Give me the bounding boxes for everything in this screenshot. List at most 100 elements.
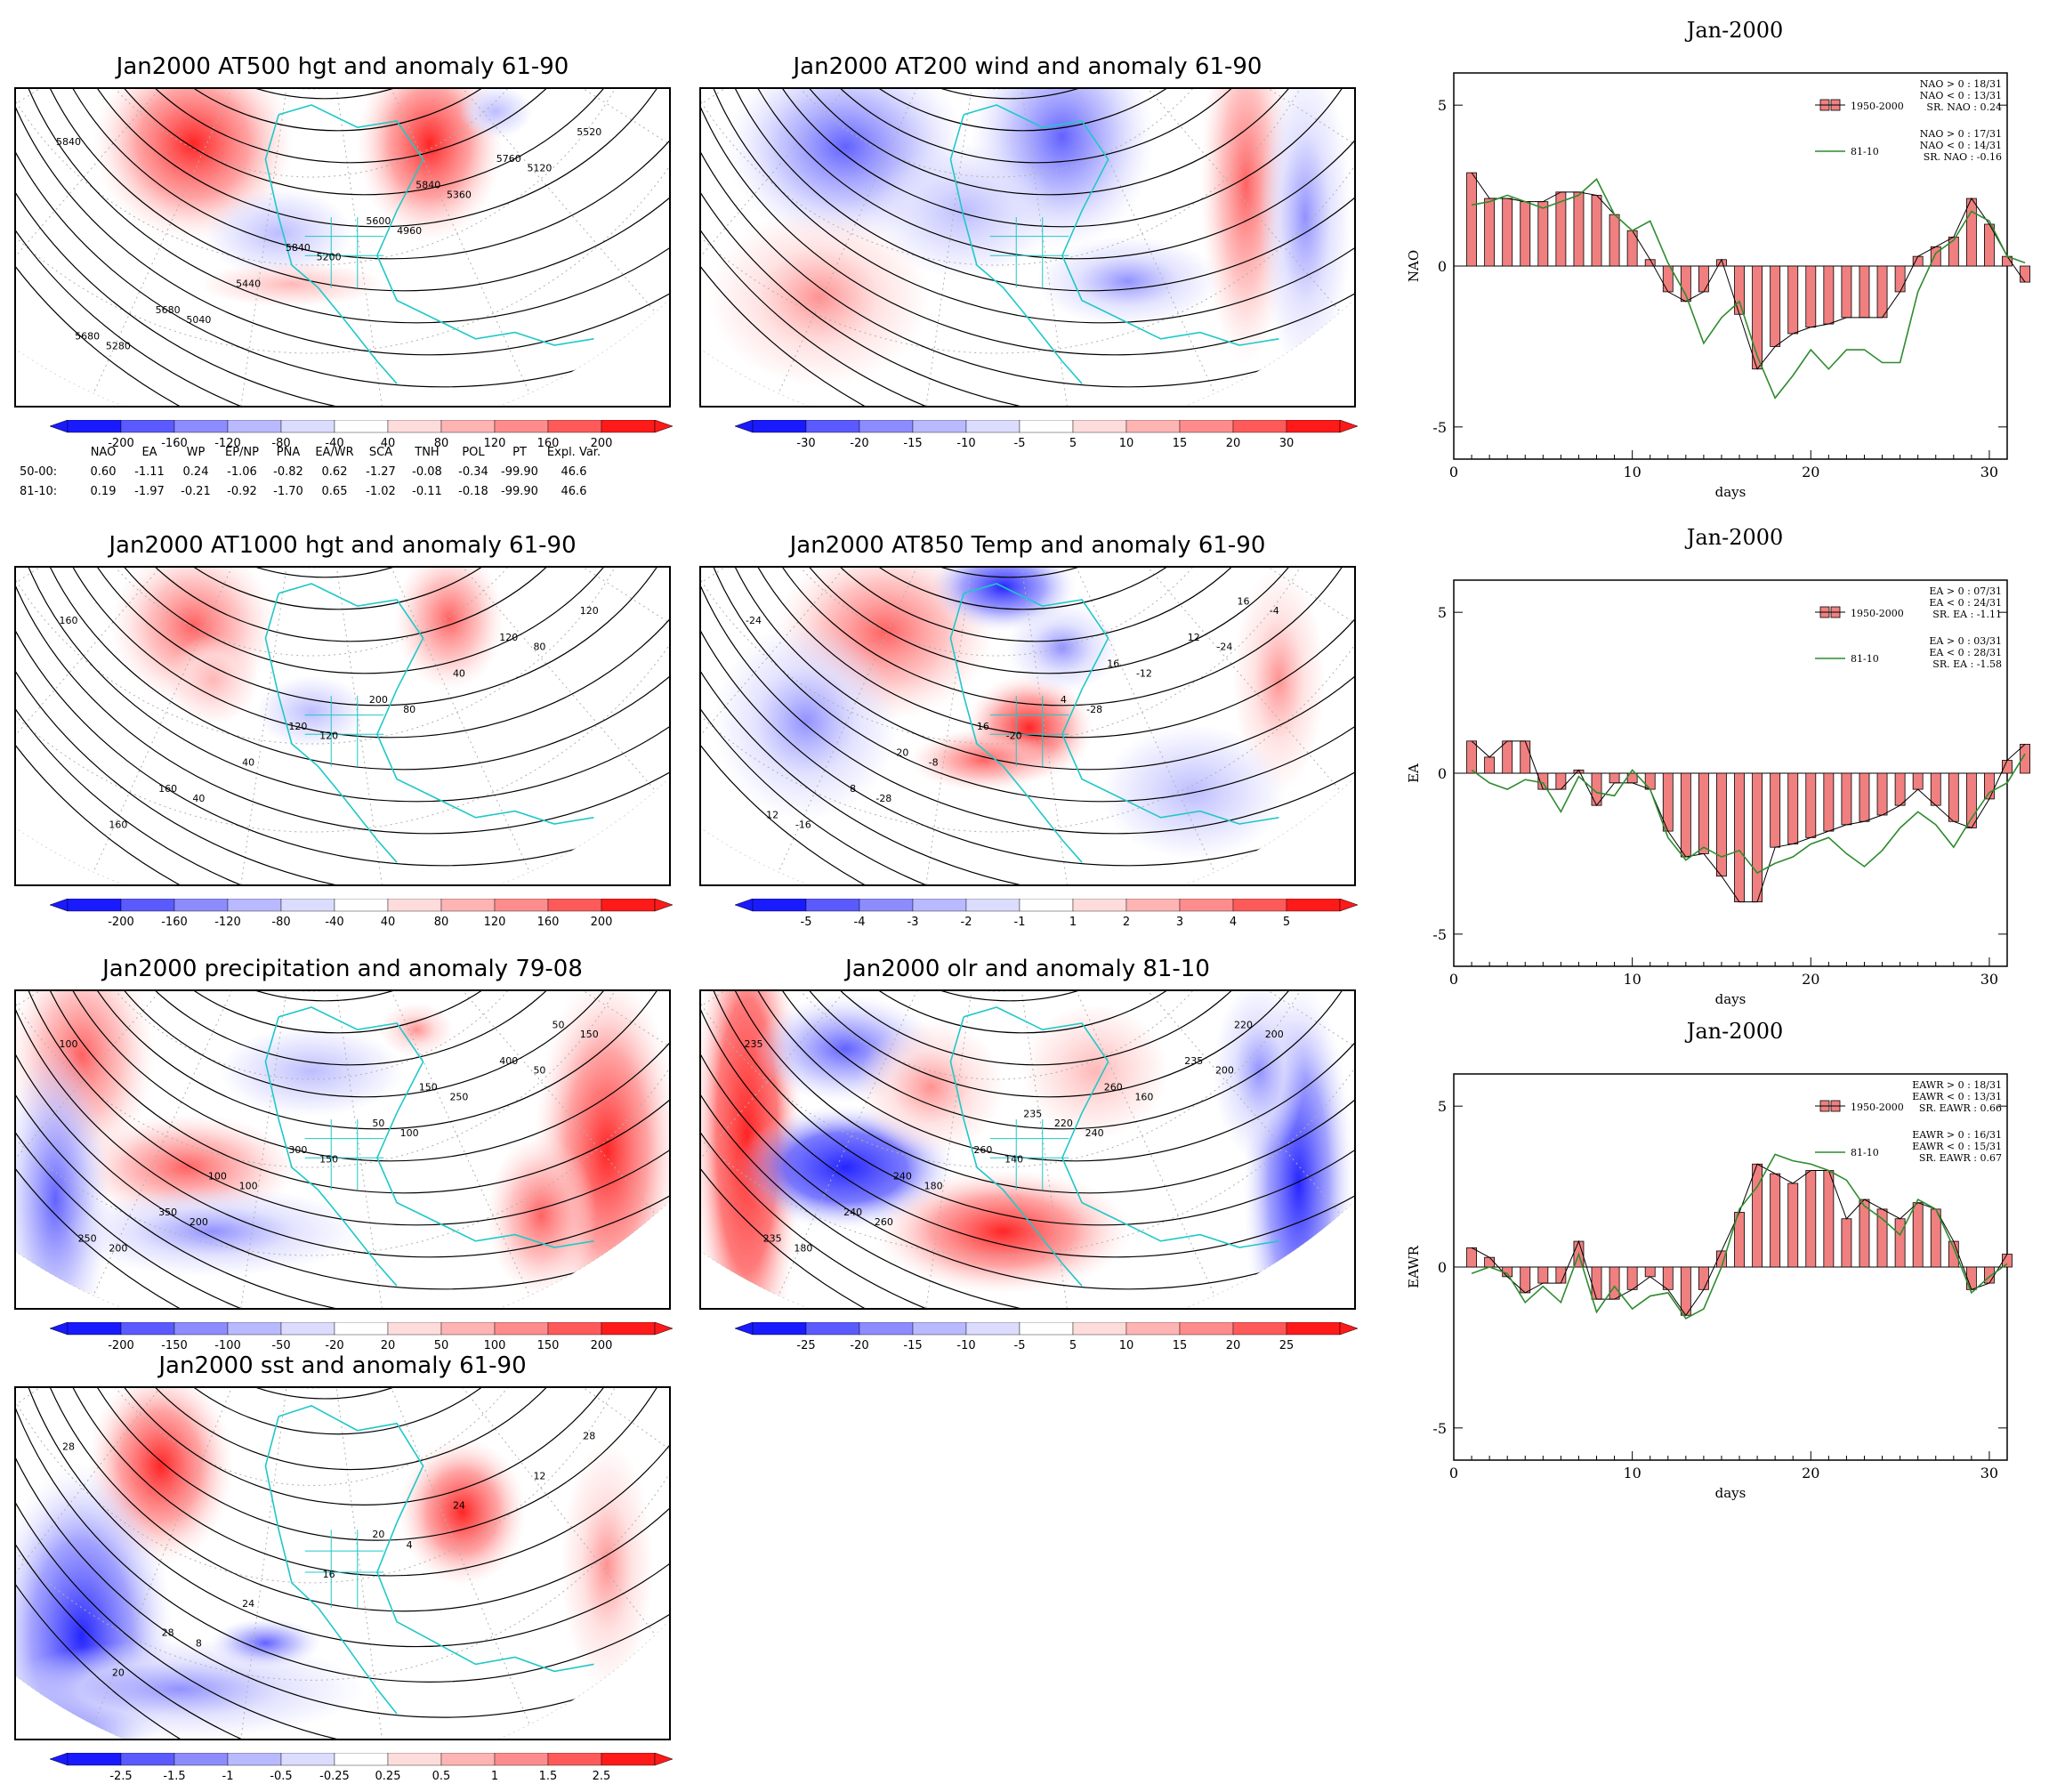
map-canvas	[701, 89, 1354, 406]
anomaly-shading	[199, 262, 384, 307]
colorbar-tick-label: 200	[591, 916, 613, 929]
index-table-row: 50-00: 0.60 -1.11 0.24 -1.06 -0.82 0.62 -1.27 -0…	[20, 462, 605, 481]
contour-label: 40	[453, 667, 465, 679]
colorbar-tick-label: -40	[325, 437, 343, 450]
contour-label: 20	[896, 747, 908, 759]
bar	[1859, 265, 1870, 319]
colorbar-tick-label: -25	[796, 1339, 815, 1352]
anomaly-shading	[1101, 724, 1286, 860]
bar	[1644, 1266, 1656, 1278]
contour-label: 100	[208, 1171, 227, 1183]
colorbar-tick-label: 10	[1119, 1339, 1134, 1352]
index-table-header-cell: EP/NP	[225, 445, 259, 459]
bar	[1894, 265, 1906, 293]
bar	[1573, 191, 1585, 267]
colorbar-tick-label: 1	[491, 1770, 498, 1783]
contour-label: 150	[580, 1029, 599, 1040]
contour-label: 4	[1061, 694, 1067, 706]
x-tick-label: 0	[1449, 971, 1458, 988]
contour-label: 28	[583, 1431, 595, 1442]
colorbar-tick-label: -5	[801, 916, 812, 929]
bar	[1912, 255, 1924, 267]
contour-label: 5840	[286, 242, 311, 254]
contour-label: 240	[843, 1207, 862, 1218]
contour-label: 5600	[366, 215, 391, 227]
anomaly-shading	[356, 89, 504, 243]
colorbar-tick-label: 30	[1279, 437, 1295, 450]
colorbar-tick-label: 5	[1283, 916, 1290, 929]
colorbar-tick-label: -80	[271, 437, 290, 450]
contour-label: 40	[242, 756, 254, 768]
anomaly-shading	[486, 1134, 597, 1296]
map-canvas: 235 240 260 200 140 180 160 180 200 220 240 235 260 2…	[701, 991, 1354, 1308]
map-canvas: 5840 4960 5040 5120 5200 5280 5360 5440 5520 5600…	[16, 89, 669, 406]
colorbar-tick-label: 100	[484, 1339, 506, 1352]
contour-label: -4	[1270, 605, 1279, 617]
bar	[1698, 1266, 1709, 1290]
legend-stat: EA > 0 : 07/31	[1929, 585, 2002, 597]
anomaly-shading	[219, 1026, 404, 1117]
bar	[1716, 772, 1727, 877]
contour-label: 5120	[527, 163, 552, 174]
bar	[1680, 772, 1691, 858]
colorbar-tick-label: -200	[108, 916, 134, 929]
colorbar-tick-label: -1.5	[163, 1770, 185, 1783]
contour-label: 400	[499, 1055, 518, 1067]
colorbar-tick-label: 20	[381, 1339, 396, 1352]
series-line-1950-2000	[1471, 172, 2026, 370]
index-table-header-cell: SCA	[368, 445, 393, 459]
map-panel	[699, 87, 1356, 408]
index-table-cell: -0.82	[273, 464, 303, 479]
bar	[1894, 1218, 1906, 1268]
contour-label: 120	[288, 721, 307, 732]
colorbar-tick-label: 15	[1173, 437, 1188, 450]
colorbar-tick-label: -100	[214, 1339, 241, 1352]
map-title: Jan2000 AT500 hgt and anomaly 61-90	[116, 53, 569, 80]
colorbar-tick-label: -20	[850, 437, 868, 450]
colorbar: -30 -20 -15 -10 -5 5 10 15 20 30	[734, 419, 1359, 450]
anomaly-shading	[1259, 89, 1351, 375]
legend-stat: SR. NAO : -0.16	[1924, 151, 2002, 163]
map-panel: 5840 4960 5040 5120 5200 5280 5360 5440 5520 5600…	[14, 87, 671, 408]
legend-stat: SR. EA : -1.11	[1932, 609, 2002, 620]
bar	[1930, 772, 1941, 806]
legend-bar-label: 1950-2000	[1851, 608, 1904, 619]
index-table-cell: -1.06	[227, 464, 257, 479]
anomaly-shading	[1036, 236, 1221, 327]
index-table-cell: -0.34	[458, 464, 488, 479]
index-table-header-cell: Expl. Var.	[546, 445, 601, 459]
x-axis-label: days	[1715, 991, 1746, 1007]
bar	[1823, 265, 1835, 325]
colorbar-tick-label: -5	[1014, 1339, 1026, 1352]
index-table-header-cell: WP	[186, 445, 206, 459]
x-tick-label: 20	[1802, 464, 1819, 480]
anomaly-shading	[1021, 1004, 1169, 1139]
chart-title: Jan-2000	[1686, 18, 1784, 43]
bar	[1841, 1218, 1852, 1268]
colorbar-tick-label: 120	[484, 437, 506, 450]
index-table-header-cell: POL	[462, 445, 485, 459]
colorbar-tick-label: 0.5	[432, 1770, 451, 1783]
contour-label: 200	[190, 1216, 208, 1228]
colorbar-tick-label: 5	[1069, 1339, 1077, 1352]
map-title: Jan2000 sst and anomaly 61-90	[158, 1352, 527, 1379]
colorbar-tick-label: -20	[325, 1339, 343, 1352]
colorbar: -5 -4 -3 -2 -1 1 2 3 4 5	[734, 898, 1359, 929]
colorbar-wrap: -200 -160 -120 -80 -40 40 80 120 160 200	[49, 898, 674, 934]
chart-title: Jan-2000	[1686, 1019, 1784, 1044]
legend-stat: NAO > 0 : 18/31	[1920, 78, 2002, 90]
bar	[1591, 1266, 1602, 1300]
anomaly-shading	[871, 143, 1056, 278]
colorbar-tick-label: 2.5	[593, 1770, 611, 1783]
colorbar: -200 -150 -100 -50 -20 20 50 100 150 200	[49, 1321, 674, 1352]
contour-label: 28	[62, 1441, 75, 1453]
contour-label: 24	[453, 1499, 465, 1511]
legend-stat: EA > 0 : 03/31	[1929, 635, 2002, 647]
colorbar-tick-label: -10	[956, 437, 975, 450]
index-table-cell: -1.27	[366, 464, 396, 479]
colorbar-wrap: -25 -20 -15 -10 -5 5 10 15 20 25	[734, 1321, 1359, 1358]
colorbar-tick-label: 200	[591, 1339, 613, 1352]
bar	[1823, 1170, 1835, 1268]
colorbar-tick-label: -1	[1014, 916, 1026, 929]
colorbar-tick-label: 25	[1279, 1339, 1295, 1352]
